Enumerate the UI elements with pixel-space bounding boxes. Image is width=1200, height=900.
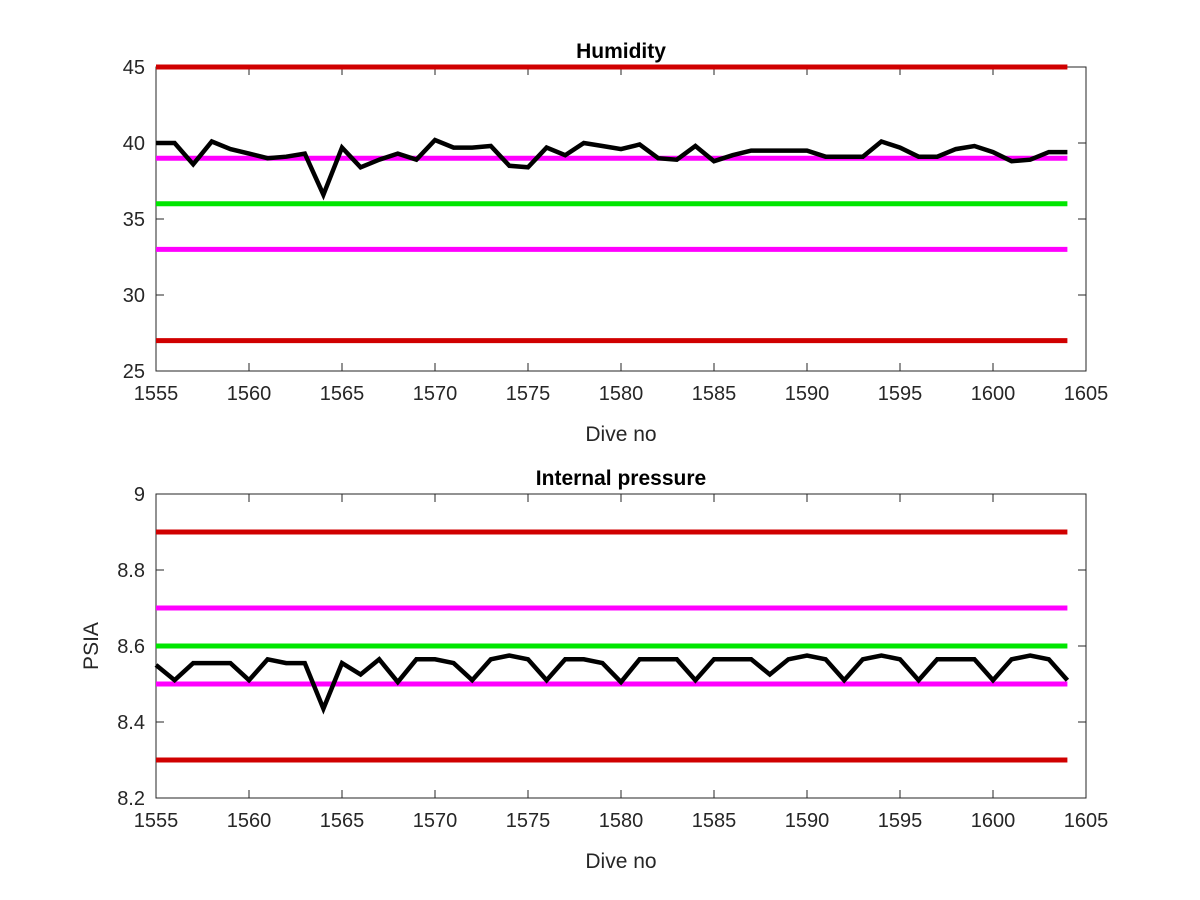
humidity-x-tick-label: 1600 [971,383,1016,405]
internal-pressure-plot: Internal pressure Dive no PSIA 1555 1560 1… [80,467,1108,873]
humidity-x-tick-label: 1555 [134,383,179,405]
pressure-data-line [154,653,1070,715]
humidity-x-tick-label: 1595 [878,383,923,405]
humidity-y-tick-label: 25 [123,361,145,383]
pressure-x-tick-label: 1565 [320,810,365,832]
humidity-y-tick-label: 40 [123,133,145,155]
humidity-x-tick-label: 1560 [227,383,272,405]
pressure-x-tick-label: 1575 [506,810,551,832]
pressure-y-tick-label: 9 [134,484,145,506]
humidity-x-tick-label: 1570 [413,383,458,405]
humidity-axes-box [155,66,1087,372]
humidity-y-tick-label: 35 [123,209,145,231]
pressure-x-tick-label: 1555 [134,810,179,832]
pressure-y-tick-label: 8.6 [117,636,145,658]
humidity-x-tick-label: 1585 [692,383,737,405]
humidity-x-tick-label: 1565 [320,383,365,405]
humidity-data-line [156,137,1068,201]
humidity-x-tick-label: 1590 [785,383,830,405]
pressure-x-tick-label: 1595 [878,810,923,832]
pressure-x-tick-label: 1570 [413,810,458,832]
humidity-x-tick-label: 1580 [599,383,644,405]
humidity-plot: Humidity Dive no 1555 1560 1565 1570 1575 158… [123,40,1109,446]
humidity-x-axis-label: Dive no [585,423,656,446]
pressure-x-tick-label: 1580 [599,810,644,832]
humidity-x-tick-label: 1605 [1064,383,1109,405]
pressure-x-tick-label: 1590 [785,810,830,832]
pressure-y-tick-label: 8.2 [117,788,145,810]
pressure-x-tick-label: 1560 [227,810,272,832]
pressure-title: Internal pressure [536,467,706,490]
pressure-x-tick-label: 1605 [1064,810,1109,832]
humidity-x-tick-label: 1575 [506,383,551,405]
pressure-y-tick-label: 8.8 [117,560,145,582]
humidity-y-tick-label: 45 [123,57,145,79]
pressure-x-tick-label: 1585 [692,810,737,832]
humidity-y-tick-label: 30 [123,285,145,307]
pressure-x-axis-label: Dive no [585,850,656,873]
pressure-y-tick-label: 8.4 [117,712,145,734]
humidity-title: Humidity [576,40,666,63]
pressure-y-axis-label: PSIA [80,622,103,670]
pressure-x-tick-label: 1600 [971,810,1016,832]
